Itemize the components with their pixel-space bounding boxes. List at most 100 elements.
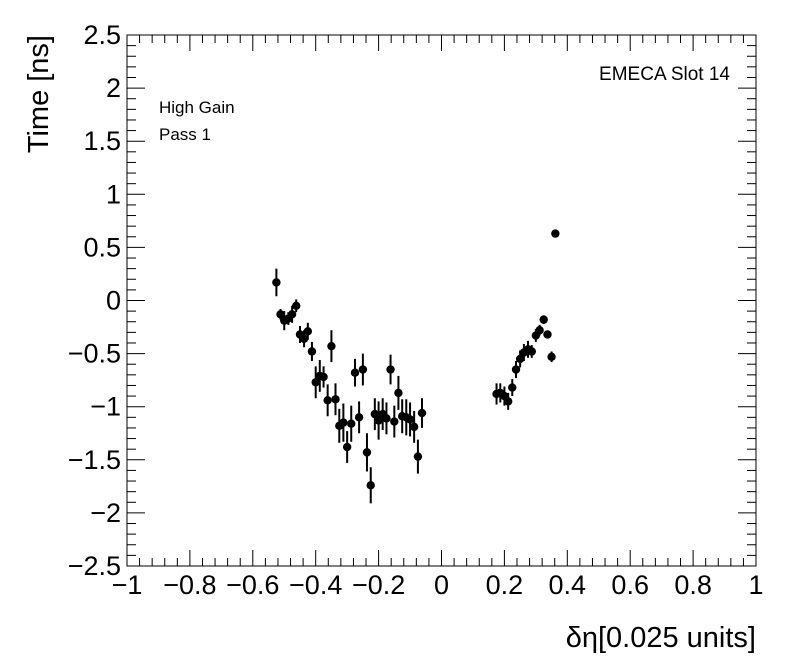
x-tick-label: 1 (748, 570, 763, 600)
x-tick-label: 0.4 (549, 570, 587, 600)
y-tick-label: −1 (90, 392, 121, 422)
y-tick-label: 1 (106, 179, 121, 209)
data-point (551, 229, 560, 238)
data-point (287, 305, 297, 323)
data-point (511, 361, 521, 379)
point-marker (276, 310, 285, 319)
point-marker (370, 409, 380, 419)
axis-ticks (126, 34, 757, 567)
point-marker (299, 334, 309, 343)
point-marker (339, 418, 348, 427)
point-marker (503, 397, 513, 406)
x-tick-label: −1 (112, 570, 143, 600)
x-axis-title: δη[0.025 units] (566, 622, 756, 654)
point-marker (527, 347, 536, 356)
y-tick-label: 0.5 (83, 232, 121, 262)
data-point (370, 398, 380, 431)
y-tick-label: −2.5 (68, 551, 121, 581)
data-point (527, 345, 536, 358)
point-marker (382, 414, 391, 423)
y-axis-title: Time [ns] (23, 35, 55, 153)
point-marker (409, 422, 419, 432)
point-marker (508, 383, 517, 392)
point-marker (307, 347, 317, 356)
data-point (405, 402, 415, 437)
data-point (327, 330, 336, 363)
point-marker (366, 481, 375, 490)
point-marker (354, 413, 364, 422)
data-point (272, 268, 281, 297)
point-marker (319, 372, 328, 382)
point-marker (292, 301, 301, 311)
point-marker (394, 388, 403, 398)
x-tick-label: 0.8 (674, 570, 712, 600)
data-point (503, 392, 513, 410)
data-point (307, 341, 317, 362)
data-point (547, 351, 556, 363)
y-tick-label: 2.5 (83, 20, 121, 50)
data-point (409, 410, 419, 443)
data-point (350, 358, 360, 387)
annotation-slot: EMECA Slot 14 (599, 64, 730, 85)
data-point (390, 405, 399, 438)
point-marker (413, 452, 423, 461)
x-tick-label: −0.4 (289, 570, 342, 600)
point-marker (386, 365, 395, 374)
data-point (319, 366, 328, 388)
x-tick-label: −0.2 (352, 570, 405, 600)
point-marker (511, 365, 521, 374)
point-marker (535, 326, 544, 335)
data-point (539, 315, 548, 324)
y-tick-label: −1.5 (68, 445, 121, 475)
point-marker (347, 419, 356, 428)
data-point (382, 402, 391, 435)
axis-tick-labels: −1 −0.8 −0.6 −0.4 −0.2 0 0.2 0.4 0.6 0.8 1 −2.5 −2 −1… (68, 20, 764, 600)
point-marker (323, 396, 332, 405)
point-marker (342, 442, 352, 452)
point-marker (417, 408, 427, 418)
point-marker (547, 352, 556, 361)
point-marker (350, 368, 360, 377)
data-point (362, 433, 372, 472)
data-point (303, 322, 313, 340)
data-point (342, 431, 352, 463)
data-point (366, 467, 375, 504)
data-point (311, 366, 320, 399)
data-point (276, 308, 285, 320)
data-point (339, 403, 348, 442)
point-marker (303, 327, 313, 336)
point-marker (362, 448, 372, 457)
data-point (413, 439, 423, 474)
data-point (358, 353, 368, 386)
x-tick-label: 0.6 (611, 570, 649, 600)
data-point (347, 405, 356, 442)
data-point (323, 384, 332, 417)
data-point (535, 324, 544, 336)
data-point (394, 375, 403, 410)
point-marker (543, 330, 552, 339)
point-marker (390, 417, 399, 426)
annotation-pass: Pass 1 (159, 125, 211, 144)
annotation-gain: High Gain (159, 98, 235, 117)
y-tick-label: 1.5 (83, 126, 121, 156)
point-marker (331, 395, 340, 404)
y-tick-label: −0.5 (68, 339, 121, 369)
data-point (354, 401, 364, 434)
point-marker (515, 354, 525, 364)
data-point (292, 299, 301, 313)
point-marker (287, 310, 297, 319)
point-marker (405, 415, 415, 424)
data-points (272, 229, 560, 504)
x-tick-label: −0.8 (163, 570, 216, 600)
point-marker (311, 378, 320, 387)
data-point (374, 401, 383, 440)
point-marker (358, 365, 368, 374)
y-tick-label: 0 (106, 286, 121, 316)
data-point (331, 383, 340, 416)
y-tick-label: −2 (90, 498, 121, 528)
data-point (508, 379, 517, 397)
x-tick-label: −0.6 (226, 570, 279, 600)
point-marker (539, 315, 548, 324)
data-point (417, 398, 427, 428)
